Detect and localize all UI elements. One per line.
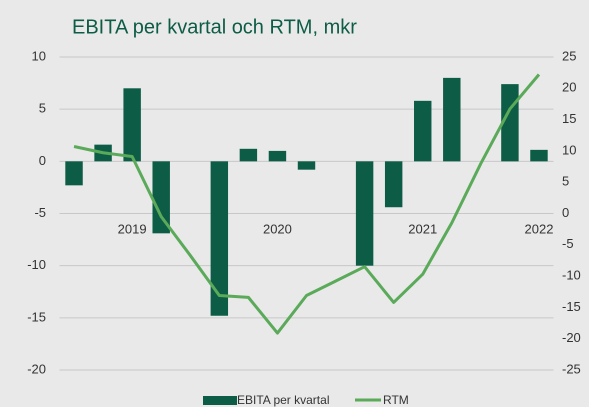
bar <box>268 150 287 162</box>
y2-tick-label: 5 <box>562 174 569 189</box>
y2-tick-label: -5 <box>562 236 574 251</box>
bar <box>530 149 548 162</box>
y2-tick-label: 10 <box>562 142 576 157</box>
y-tick-label: -10 <box>27 257 46 272</box>
y2-tick-label: 15 <box>562 111 576 126</box>
bar <box>65 161 83 186</box>
bar <box>152 161 170 234</box>
y2-tick-label: 20 <box>562 80 576 95</box>
x-tick-label: 2019 <box>118 221 147 236</box>
bar <box>414 100 432 162</box>
line <box>73 73 541 335</box>
bar <box>239 148 258 162</box>
bar <box>443 77 461 162</box>
legend-swatch <box>203 396 237 405</box>
bar <box>384 161 403 208</box>
y2-tick-label: 25 <box>562 48 576 63</box>
y-tick-label: 10 <box>32 48 46 63</box>
x-tick-label: 2022 <box>525 221 554 236</box>
y-tick-label: 0 <box>39 153 46 168</box>
y2-tick-label: -20 <box>562 330 581 345</box>
y-tick-label: -5 <box>34 205 46 220</box>
legend-label: EBITA per kvartal <box>237 393 329 407</box>
bar <box>123 88 141 162</box>
y2-tick-label: -10 <box>562 268 581 283</box>
bar <box>297 161 316 170</box>
bar <box>210 161 229 316</box>
y-tick-label: 5 <box>39 101 46 116</box>
y2-tick-label: -25 <box>562 361 581 376</box>
x-tick-label: 2021 <box>408 221 437 236</box>
bar <box>355 161 374 266</box>
y2-tick-label: 0 <box>562 205 569 220</box>
y-tick-label: -20 <box>27 361 46 376</box>
y2-tick-label: -15 <box>562 299 581 314</box>
legend-label: RTM <box>383 393 409 407</box>
x-tick-label: 2020 <box>263 221 292 236</box>
y-tick-label: -15 <box>27 309 46 324</box>
chart-title: EBITA per kvartal och RTM, mkr <box>72 16 357 38</box>
